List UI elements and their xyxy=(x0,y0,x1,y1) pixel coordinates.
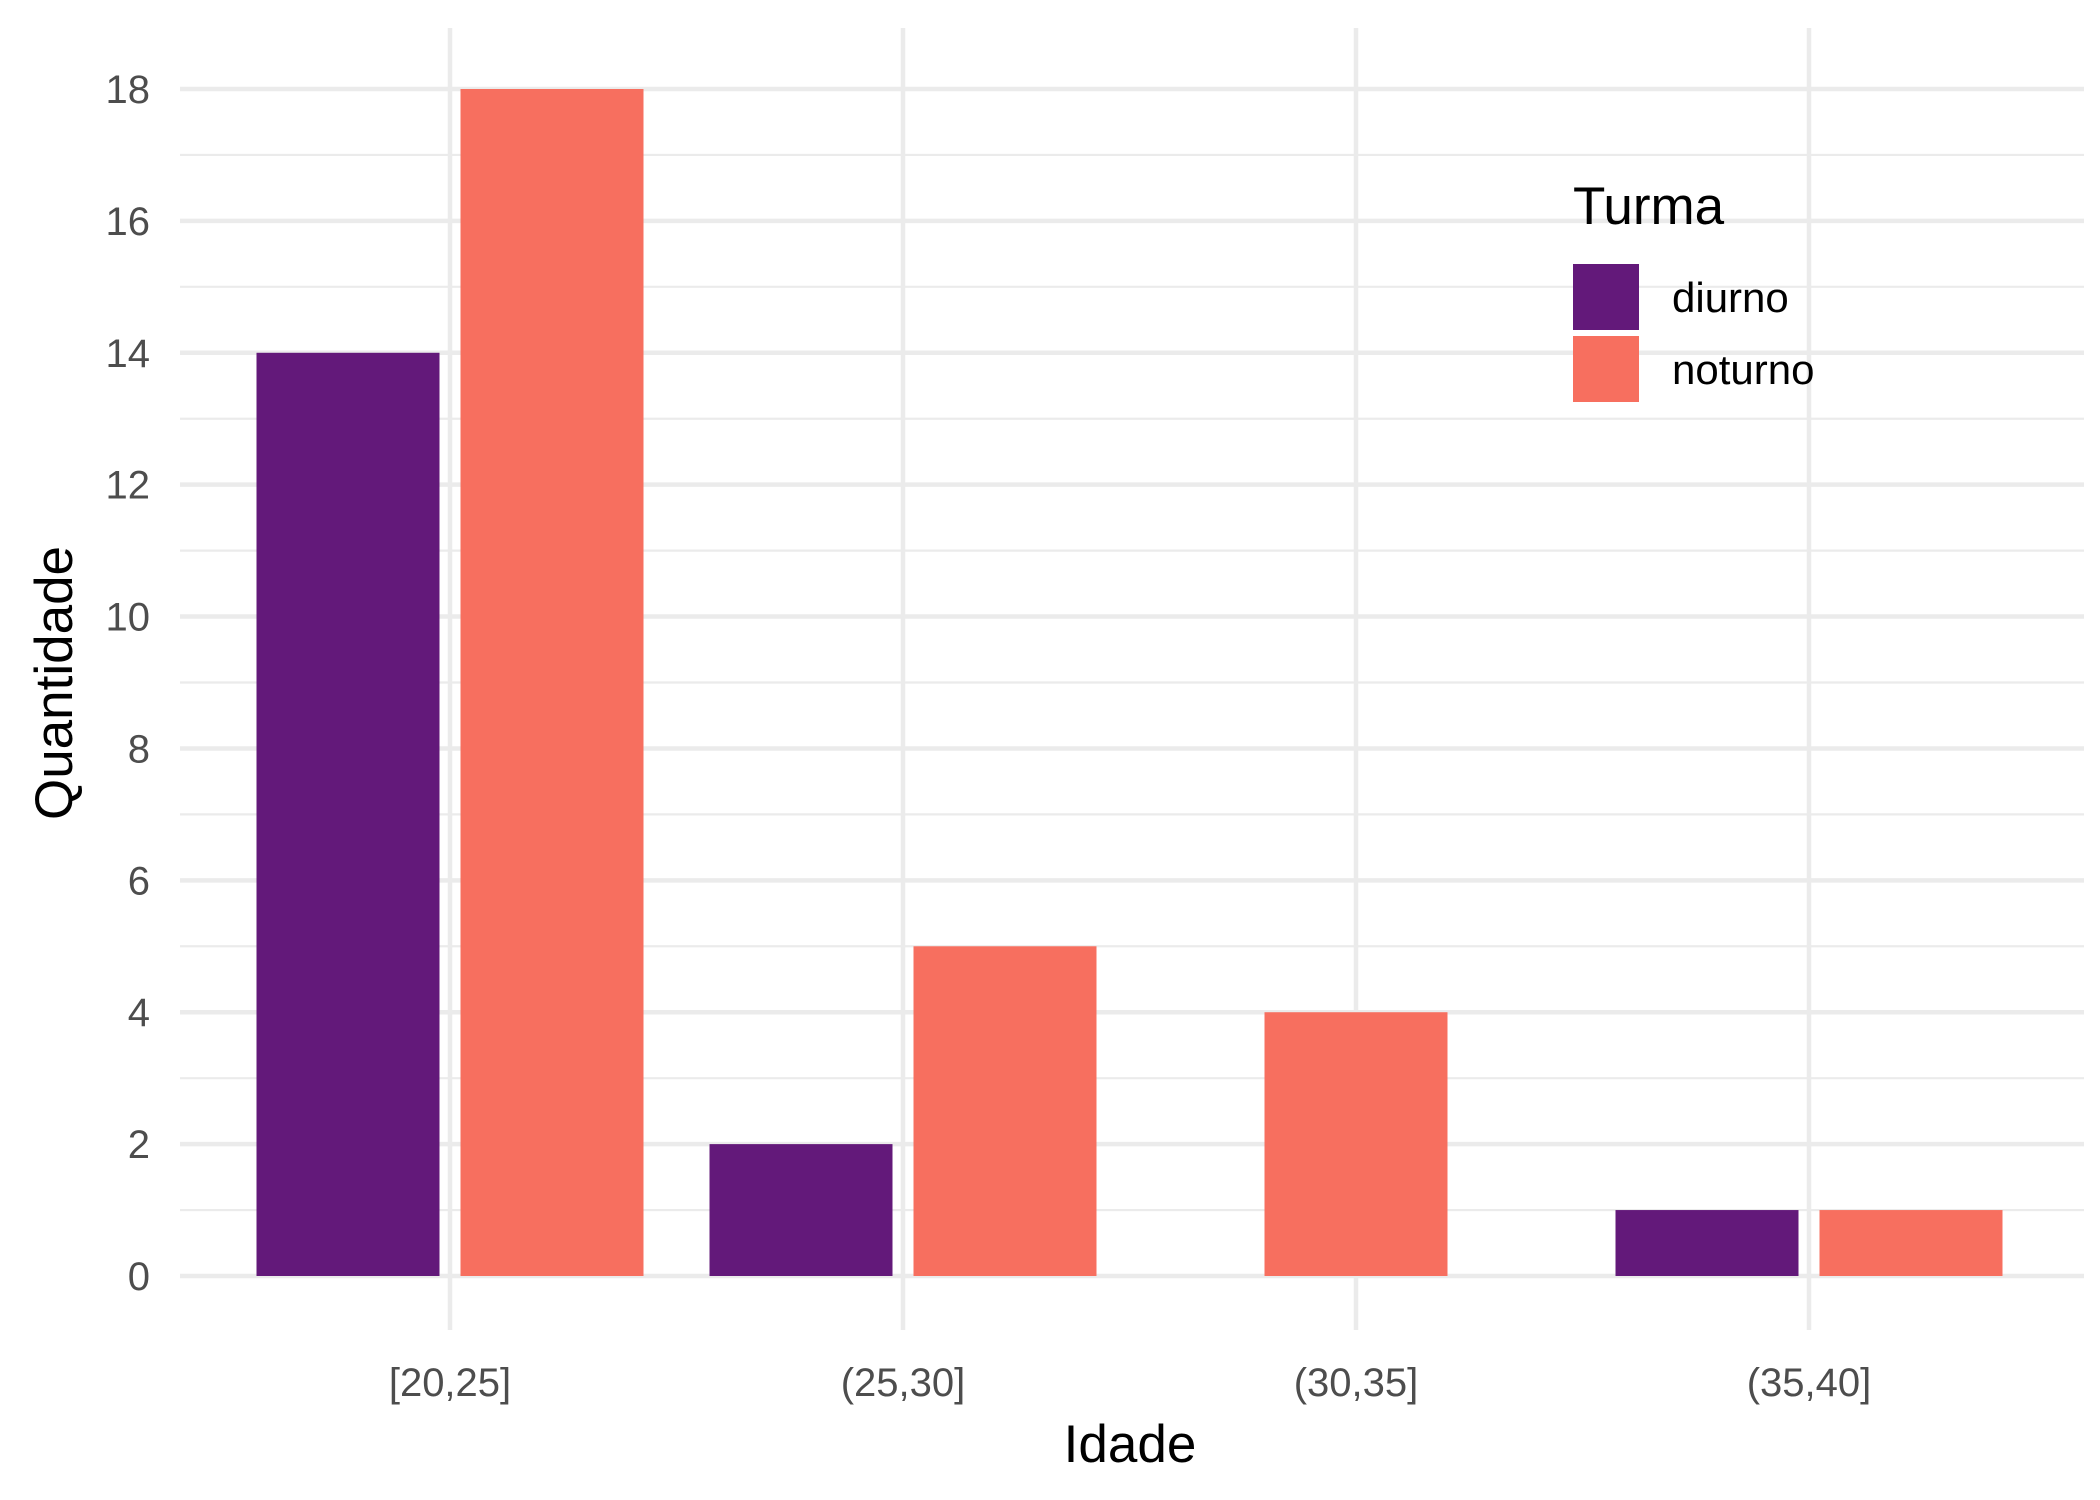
y-tick-label: 0 xyxy=(128,1255,150,1299)
y-axis-ticks: 0 2 4 6 8 10 12 14 16 18 xyxy=(106,68,151,1299)
legend-label-diurno: diurno xyxy=(1672,274,1789,321)
y-tick-label: 16 xyxy=(106,200,151,244)
y-tick-label: 4 xyxy=(128,991,150,1035)
bar-noturno-2 xyxy=(913,946,1097,1276)
x-axis-ticks: [20,25] (25,30] (30,35] (35,40] xyxy=(389,1361,1871,1405)
bars xyxy=(256,89,2003,1276)
y-tick-label: 8 xyxy=(128,727,150,771)
legend: Turma diurno noturno xyxy=(1573,177,1814,402)
x-tick-label: (30,35] xyxy=(1294,1361,1419,1405)
x-tick-label: (25,30] xyxy=(841,1361,966,1405)
x-tick-label: (35,40] xyxy=(1747,1361,1872,1405)
x-axis-title: Idade xyxy=(1064,1415,1197,1474)
bar-diurno-4 xyxy=(1615,1210,1799,1276)
y-tick-label: 6 xyxy=(128,859,150,903)
bar-noturno-3 xyxy=(1264,1012,1448,1276)
legend-swatch-diurno xyxy=(1573,264,1639,330)
y-tick-label: 18 xyxy=(106,68,151,112)
y-tick-label: 2 xyxy=(128,1123,150,1167)
legend-swatch-noturno xyxy=(1573,336,1639,402)
legend-title: Turma xyxy=(1573,177,1725,236)
bar-noturno-1 xyxy=(460,89,644,1276)
y-tick-label: 12 xyxy=(106,464,151,508)
y-axis-title: Quantidade xyxy=(25,546,84,820)
bar-diurno-1 xyxy=(256,352,440,1276)
y-tick-label: 14 xyxy=(106,332,151,376)
legend-items: diurno noturno xyxy=(1573,264,1814,402)
bar-noturno-4 xyxy=(1819,1210,2003,1276)
legend-label-noturno: noturno xyxy=(1672,346,1814,393)
y-tick-label: 10 xyxy=(106,596,151,640)
x-tick-label: [20,25] xyxy=(389,1361,511,1405)
bar-diurno-2 xyxy=(709,1144,893,1276)
